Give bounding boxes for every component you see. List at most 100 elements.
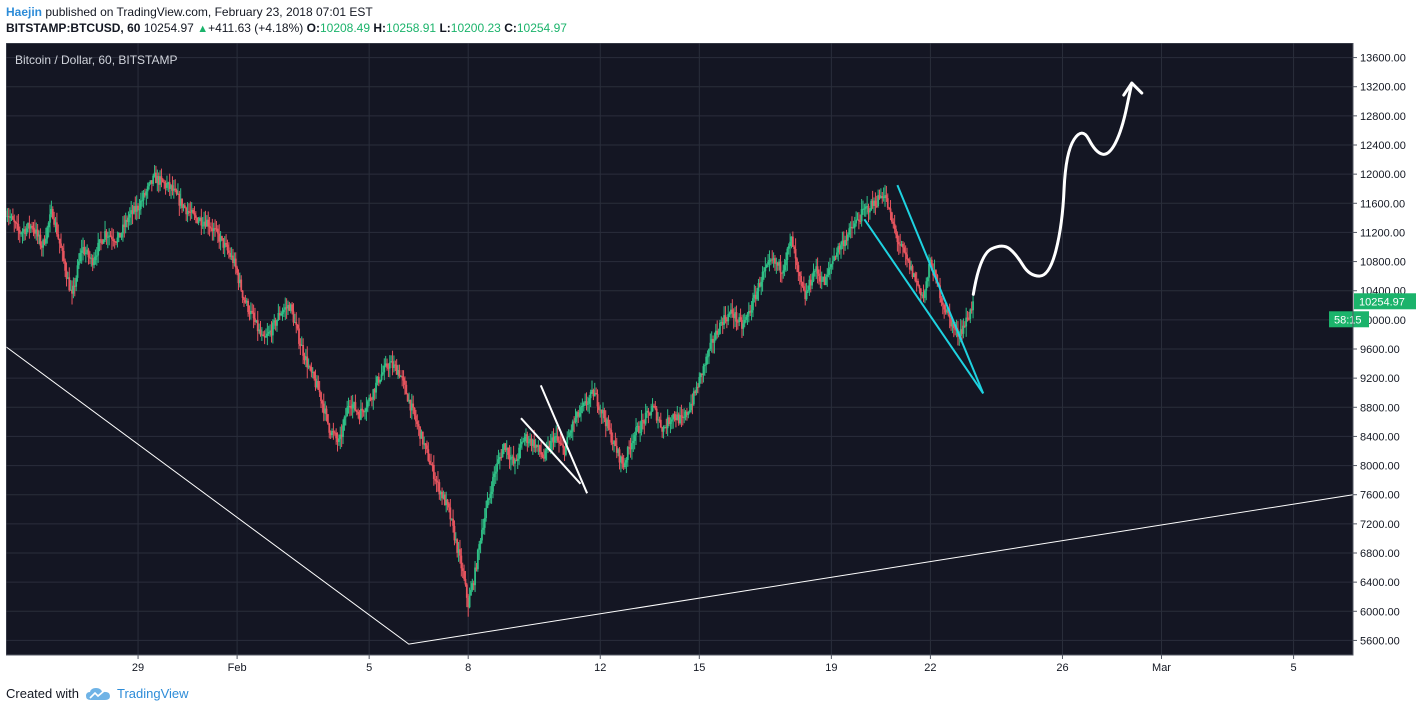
candle-body xyxy=(100,239,102,241)
candle-body xyxy=(597,406,600,410)
candle-body xyxy=(225,242,227,245)
candle-body xyxy=(289,304,292,311)
candle-body xyxy=(961,329,963,334)
x-tick-label: 22 xyxy=(924,662,936,674)
time-axis[interactable]: 29 Feb 5 8 12 15 19 22 26 Mar 5 xyxy=(132,655,1297,674)
open-label: O: xyxy=(306,21,320,35)
candle-body xyxy=(75,277,78,287)
candle-body xyxy=(86,249,89,253)
candle-body xyxy=(618,449,621,463)
candle-body xyxy=(875,205,878,207)
y-tick-label: 10800.00 xyxy=(1360,257,1406,269)
candle-body xyxy=(373,389,376,393)
candle-body xyxy=(386,363,388,368)
x-tick-label: Feb xyxy=(228,662,247,674)
candle-body xyxy=(299,343,302,346)
candle-body xyxy=(525,434,527,437)
candle-body xyxy=(322,403,325,414)
candle-body xyxy=(332,431,335,433)
candle-body xyxy=(44,238,47,244)
candle-body xyxy=(29,225,32,229)
price-axis[interactable]: 5600.00 6000.00 6400.00 6800.00 7200.00 7600.… xyxy=(1353,53,1406,648)
candle-body xyxy=(653,405,655,407)
author-link[interactable]: Haejin xyxy=(6,5,43,19)
candle-body xyxy=(461,568,464,572)
candle-body xyxy=(199,217,201,221)
tradingview-cloud-icon[interactable] xyxy=(85,687,111,701)
y-tick-label: 6400.00 xyxy=(1360,577,1400,589)
chart-container[interactable]: Bitcoin / Dollar, 60, BITSTAMP 5600.00 60… xyxy=(5,42,1416,677)
candle-body xyxy=(895,229,897,235)
candle-body xyxy=(309,366,311,368)
y-tick-label: 11200.00 xyxy=(1360,227,1405,239)
candle-body xyxy=(62,250,65,261)
price-chart[interactable]: Bitcoin / Dollar, 60, BITSTAMP 5600.00 60… xyxy=(5,42,1416,677)
candle-body xyxy=(28,222,31,229)
candle-body xyxy=(710,338,713,343)
candle-body xyxy=(53,218,56,225)
candle-body xyxy=(537,445,540,448)
candle-body xyxy=(901,244,904,248)
candle-body xyxy=(534,444,537,448)
candle-body xyxy=(745,316,747,320)
candle-body xyxy=(868,210,871,213)
candle-body xyxy=(841,240,844,245)
candle-body xyxy=(428,460,431,464)
candle-body xyxy=(17,223,20,231)
candle-body xyxy=(328,423,331,433)
candle-body xyxy=(237,272,240,284)
candle-body xyxy=(542,457,545,459)
candle-body xyxy=(617,449,620,453)
candle-body xyxy=(307,366,310,368)
candle-body xyxy=(87,249,90,258)
candle-body xyxy=(798,272,801,277)
candle-body xyxy=(878,195,881,199)
candle-body xyxy=(266,333,269,336)
candle-body xyxy=(767,261,769,265)
candle-body xyxy=(474,567,476,586)
forecast-arrowhead-icon xyxy=(1122,81,1144,97)
candle-body xyxy=(254,318,256,322)
candle-body xyxy=(438,482,441,495)
candle-body xyxy=(647,410,650,413)
candle-body xyxy=(540,451,543,455)
candle-body xyxy=(131,210,134,214)
published-text: published on TradingView.com, February 2… xyxy=(45,5,373,19)
candle-body xyxy=(754,294,757,300)
candle-body xyxy=(453,525,456,541)
candle-body xyxy=(46,227,49,239)
candle-body xyxy=(686,411,688,416)
candle-body xyxy=(192,209,194,214)
candle-body xyxy=(940,298,943,303)
candle-body xyxy=(424,443,427,446)
candle-body xyxy=(631,443,633,450)
candle-body xyxy=(518,447,521,459)
candle-body xyxy=(340,434,343,437)
open-value: 10208.49 xyxy=(319,21,371,35)
candle-body xyxy=(415,415,417,422)
candle-body xyxy=(654,405,657,409)
candle-body xyxy=(706,356,709,358)
small-wedge-upper-line xyxy=(539,385,589,494)
candle-body xyxy=(697,386,699,388)
candle-body xyxy=(486,500,489,509)
candle-body xyxy=(122,224,124,234)
candle-body xyxy=(569,432,571,437)
candle-body xyxy=(866,206,869,208)
candle-body xyxy=(845,240,848,242)
candle-body xyxy=(197,220,200,223)
candle-body xyxy=(460,555,463,569)
candle-body xyxy=(377,376,380,383)
candle-body xyxy=(677,414,680,424)
candle-body xyxy=(123,224,126,228)
candle-body xyxy=(130,210,133,215)
candle-body xyxy=(860,209,863,222)
candle-body xyxy=(508,454,511,460)
candle-body xyxy=(164,182,167,188)
candle-body xyxy=(471,583,474,590)
candle-body xyxy=(448,503,450,508)
candle-body xyxy=(826,274,829,277)
tradingview-link[interactable]: TradingView xyxy=(116,686,189,701)
candle-body xyxy=(160,176,163,180)
candle-body xyxy=(776,262,779,266)
